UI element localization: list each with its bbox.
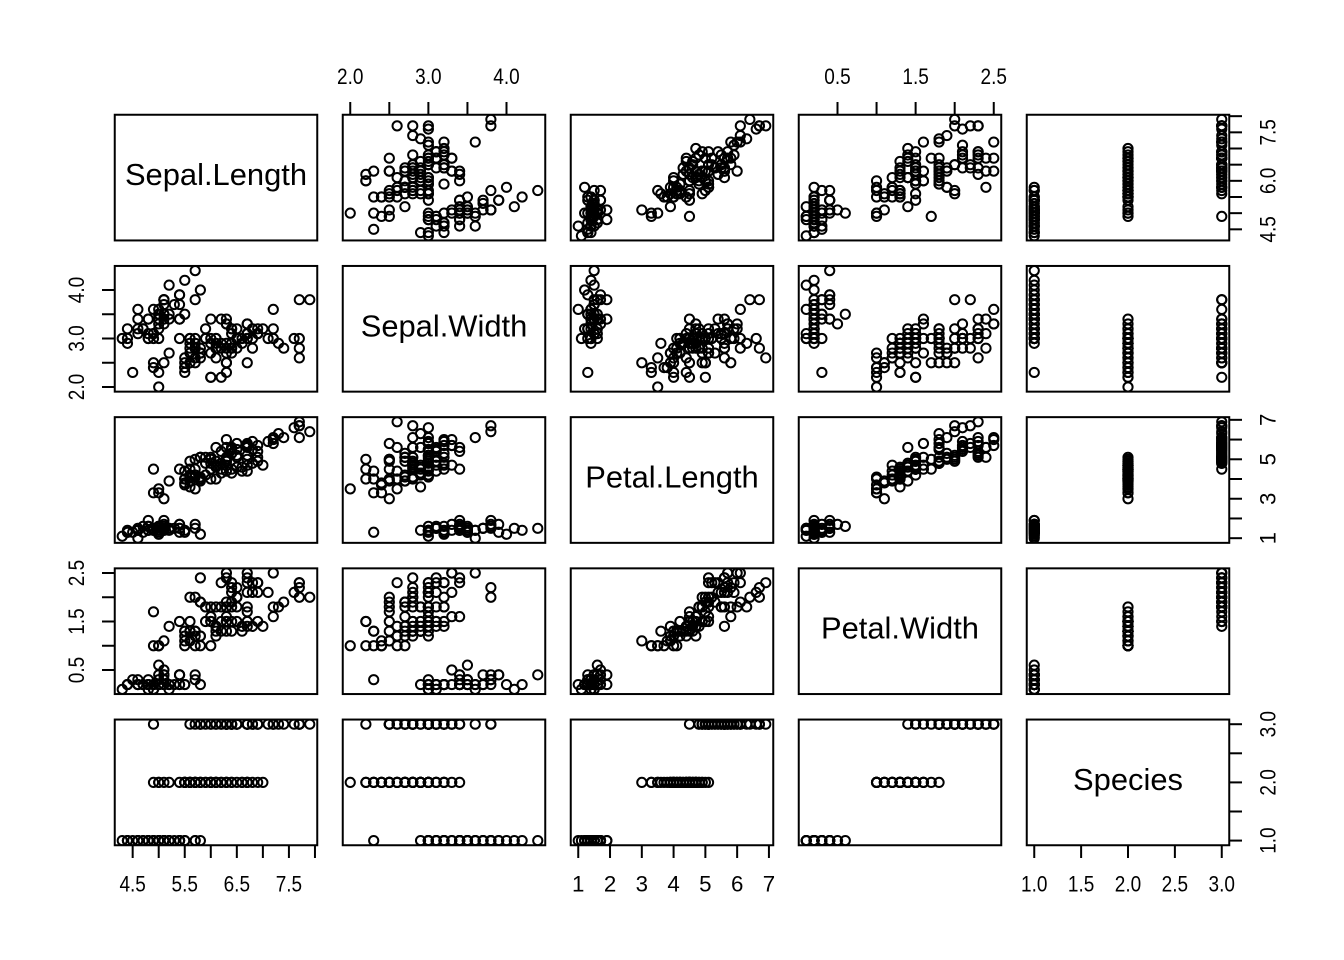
svg-text:1.5: 1.5: [1068, 872, 1094, 897]
svg-text:Petal.Length: Petal.Length: [585, 460, 758, 495]
svg-text:1.0: 1.0: [1256, 827, 1281, 853]
svg-text:3: 3: [1256, 493, 1281, 505]
svg-text:1.0: 1.0: [1021, 872, 1047, 897]
svg-text:3.0: 3.0: [1209, 872, 1235, 897]
svg-text:0.5: 0.5: [64, 657, 89, 683]
svg-text:7: 7: [1256, 414, 1281, 426]
svg-text:Sepal.Length: Sepal.Length: [125, 157, 307, 192]
svg-text:Petal.Width: Petal.Width: [821, 611, 979, 646]
svg-text:4.0: 4.0: [64, 277, 89, 303]
svg-text:4: 4: [667, 872, 679, 897]
svg-text:2.5: 2.5: [981, 64, 1007, 89]
svg-text:2: 2: [604, 872, 616, 897]
svg-text:2.0: 2.0: [337, 64, 363, 89]
svg-text:7: 7: [763, 872, 775, 897]
svg-text:1: 1: [1256, 532, 1281, 544]
svg-text:4.5: 4.5: [119, 872, 145, 897]
svg-text:5: 5: [699, 872, 711, 897]
svg-text:5.5: 5.5: [172, 872, 198, 897]
svg-text:2.0: 2.0: [1115, 872, 1141, 897]
svg-text:Species: Species: [1073, 762, 1183, 797]
svg-text:4.5: 4.5: [1256, 216, 1281, 242]
svg-text:2.5: 2.5: [64, 560, 89, 586]
svg-text:6.0: 6.0: [1256, 168, 1281, 194]
svg-text:4.0: 4.0: [493, 64, 519, 89]
svg-text:3.0: 3.0: [1256, 711, 1281, 737]
svg-text:2.5: 2.5: [1162, 872, 1188, 897]
svg-text:3.0: 3.0: [64, 325, 89, 351]
svg-text:1.5: 1.5: [902, 64, 928, 89]
svg-text:1.5: 1.5: [64, 608, 89, 634]
svg-text:0.5: 0.5: [824, 64, 850, 89]
svg-text:2.0: 2.0: [1256, 769, 1281, 795]
svg-text:1: 1: [572, 872, 584, 897]
svg-text:6.5: 6.5: [224, 872, 250, 897]
svg-text:3: 3: [636, 872, 648, 897]
svg-text:3.0: 3.0: [415, 64, 441, 89]
svg-text:7.5: 7.5: [1256, 119, 1281, 145]
svg-text:Sepal.Width: Sepal.Width: [361, 308, 528, 343]
svg-text:2.0: 2.0: [64, 374, 89, 400]
svg-text:6: 6: [731, 872, 743, 897]
svg-text:5: 5: [1256, 453, 1281, 465]
svg-text:7.5: 7.5: [276, 872, 302, 897]
